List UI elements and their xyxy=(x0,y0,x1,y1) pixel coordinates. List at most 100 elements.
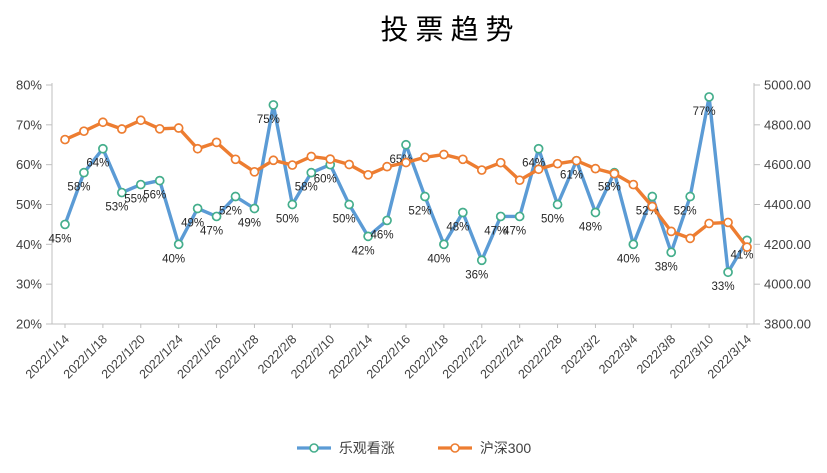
data-label: 47% xyxy=(503,225,526,237)
series-marker-1 xyxy=(552,158,563,169)
right-axis-tick-label: 4600.00 xyxy=(764,157,811,172)
series-marker-0 xyxy=(704,92,714,102)
series-marker-0 xyxy=(723,267,733,278)
data-label: 40% xyxy=(427,253,450,265)
series-marker-0 xyxy=(154,175,165,186)
data-label: 60% xyxy=(314,174,337,186)
series-marker-0 xyxy=(249,203,260,214)
chart-legend: 乐观看涨 沪深300 xyxy=(0,438,827,458)
left-axis-tick-label: 80% xyxy=(16,78,42,93)
series-marker-1 xyxy=(590,163,601,174)
left-axis-tick-label: 40% xyxy=(16,237,42,252)
series-marker-1 xyxy=(154,123,165,134)
legend-csi300-label: 沪深300 xyxy=(479,440,532,456)
series-marker-0 xyxy=(116,187,127,198)
x-axis-tick-label: 2022/3/4 xyxy=(596,332,640,376)
data-label: 52% xyxy=(219,206,242,218)
series-marker-1 xyxy=(533,164,544,175)
right-axis-tick-label: 4000.00 xyxy=(764,277,811,292)
series-marker-0 xyxy=(287,199,298,210)
data-label: 75% xyxy=(257,114,280,126)
data-label: 47% xyxy=(200,225,223,237)
series-marker-1 xyxy=(609,168,620,179)
series-marker-1 xyxy=(476,165,487,175)
series-line-0 xyxy=(63,95,749,274)
series-marker-1 xyxy=(647,201,658,212)
series-marker-1 xyxy=(116,124,127,134)
series-marker-0 xyxy=(552,199,563,210)
series-marker-1 xyxy=(401,157,411,168)
series-marker-0 xyxy=(666,247,677,258)
legend-bullish-line-marker-icon xyxy=(296,443,331,453)
series-marker-0 xyxy=(268,100,279,110)
series-marker-1 xyxy=(211,137,222,148)
series-marker-0 xyxy=(192,203,203,214)
left-axis-tick-label: 60% xyxy=(16,157,42,172)
data-label: 52% xyxy=(408,206,431,218)
data-label: 58% xyxy=(598,182,621,194)
series-marker-1 xyxy=(306,151,317,162)
series-marker-1 xyxy=(135,115,146,126)
series-marker-0 xyxy=(211,211,222,222)
series-marker-0 xyxy=(98,143,108,154)
series-marker-0 xyxy=(79,167,89,178)
series-marker-1 xyxy=(98,117,108,128)
data-label: 47% xyxy=(484,225,507,237)
data-label: 61% xyxy=(560,170,583,182)
data-label: 36% xyxy=(465,269,488,281)
data-label: 48% xyxy=(579,221,602,233)
series-marker-1 xyxy=(344,159,355,170)
series-marker-1 xyxy=(60,134,70,145)
series-marker-1 xyxy=(571,155,582,166)
series-marker-1 xyxy=(457,154,468,165)
series-marker-0 xyxy=(420,191,430,202)
data-label: 42% xyxy=(352,245,375,257)
left-axis-tick-label: 30% xyxy=(16,277,42,292)
series-marker-1 xyxy=(249,166,260,177)
series-marker-1 xyxy=(495,157,506,168)
data-label: 58% xyxy=(67,182,90,194)
series-marker-1 xyxy=(439,149,449,160)
series-marker-0 xyxy=(439,239,449,250)
series-marker-1 xyxy=(268,155,279,166)
left-axis-tick-label: 70% xyxy=(16,117,42,132)
data-label: 77% xyxy=(693,106,716,118)
series-marker-1 xyxy=(685,233,696,244)
data-label: 41% xyxy=(730,249,753,261)
right-axis-tick-label: 4200.00 xyxy=(764,237,811,252)
series-marker-1 xyxy=(723,217,733,228)
data-label: 48% xyxy=(446,221,469,233)
chart-title: 投票趋势 xyxy=(380,15,521,46)
data-label: 56% xyxy=(143,190,166,202)
data-label: 45% xyxy=(48,233,71,245)
series-marker-0 xyxy=(344,199,355,210)
series-marker-1 xyxy=(230,154,241,165)
data-label: 49% xyxy=(238,217,261,229)
data-label: 33% xyxy=(712,281,735,293)
series-marker-1 xyxy=(742,242,752,252)
series-marker-1 xyxy=(666,226,677,237)
right-axis-tick-label: 5000.00 xyxy=(764,78,811,93)
series-marker-1 xyxy=(363,169,373,180)
legend-csi300-line-marker-icon xyxy=(437,443,472,453)
data-label: 50% xyxy=(276,214,299,226)
legend-bullish-label: 乐观看涨 xyxy=(338,440,395,456)
data-label: 40% xyxy=(617,253,640,265)
series-marker-0 xyxy=(495,211,506,222)
series-marker-0 xyxy=(476,255,487,266)
series-marker-0 xyxy=(457,207,468,218)
series-marker-1 xyxy=(420,152,430,163)
left-axis-tick-label: 50% xyxy=(16,197,42,212)
series-marker-0 xyxy=(533,143,544,154)
data-label: 50% xyxy=(333,214,356,226)
series-line-1 xyxy=(63,118,749,249)
series-marker-1 xyxy=(173,123,184,133)
series-marker-0 xyxy=(628,239,639,250)
series-marker-0 xyxy=(685,191,696,202)
data-label: 38% xyxy=(655,261,678,273)
series-marker-0 xyxy=(60,219,70,230)
series-marker-0 xyxy=(514,211,525,222)
series-marker-0 xyxy=(363,231,373,242)
